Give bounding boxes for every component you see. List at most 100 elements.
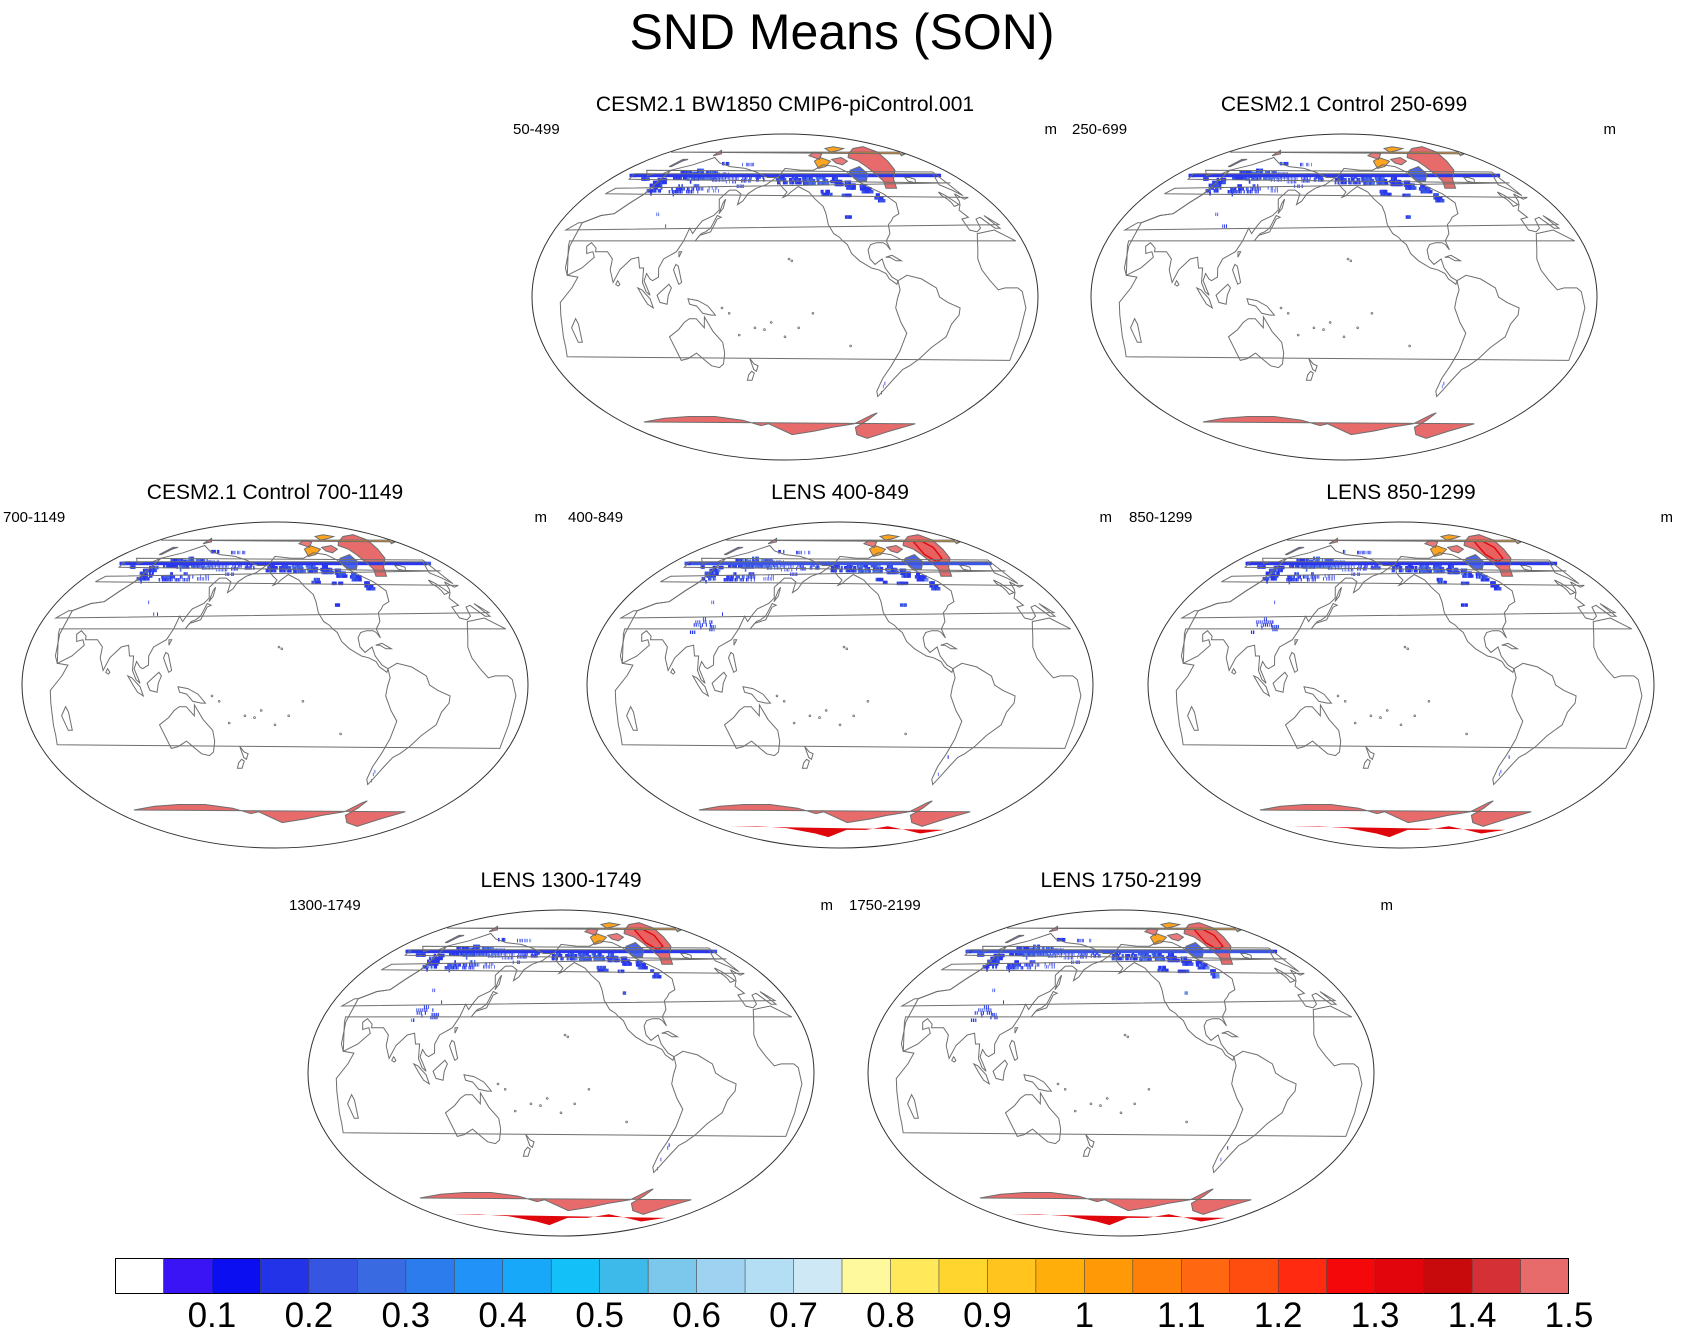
coastline-africa [895, 1005, 1363, 1137]
coastline-madagascar [61, 705, 73, 731]
coastlines [614, 534, 1082, 827]
globe-outline [586, 521, 1094, 849]
map-layer [614, 534, 1082, 848]
coastline-cuba [1501, 642, 1520, 650]
coastline-europe [53, 557, 492, 621]
coastline-sumatra [972, 1062, 991, 1086]
coastline-africa [614, 617, 1082, 749]
coastline-australia [1004, 1091, 1062, 1145]
coastline-south-america [1435, 274, 1520, 398]
coastline-north-america [1113, 940, 1236, 1062]
globe-outline [307, 909, 815, 1237]
colorbar-tick-label: 0.5 [575, 1296, 625, 1335]
coastlines [559, 146, 1027, 439]
coastline-sri-lanka [105, 667, 111, 675]
coastline-iceland [903, 177, 917, 184]
snow-cover [119, 549, 432, 783]
colorbar-tick-label: 0.3 [381, 1296, 431, 1335]
coastline-europe [563, 169, 1002, 233]
coastlines [1118, 146, 1586, 439]
colorbar-swatch [1520, 1258, 1569, 1294]
colorbar-tick-label: 1.4 [1447, 1296, 1497, 1335]
coastline-new-zealand-s [522, 1146, 531, 1157]
map-panel: CESM2.1 BW1850 CMIP6-piControl.001 50-49… [505, 92, 1065, 461]
colorbar-tick-label: 1.3 [1350, 1296, 1400, 1335]
colorbar-tick-label: 0.7 [769, 1296, 818, 1335]
coastline-sakhalin [1054, 974, 1063, 991]
coastline-north-america [267, 552, 390, 674]
colorbar: 0.1 0.2 0.3 0.4 0.5 0.6 0.7 0.8 0.9 1 1.1 1.2 1.3 1.4… [115, 1258, 1593, 1340]
colorbar-swatch [1326, 1258, 1376, 1294]
coastline-south-america [876, 274, 961, 398]
colorbar-swatch [793, 1258, 843, 1294]
greenland-ice-sheet [848, 146, 897, 189]
coastline-taiwan [733, 639, 738, 646]
colorbar-tick-label: 0.6 [672, 1296, 721, 1335]
colorbar-swatch [357, 1258, 407, 1294]
colorbar-swatch [599, 1258, 649, 1294]
colorbar-swatch [1132, 1258, 1182, 1294]
coastline-madagascar [626, 705, 638, 731]
coastline-borneo [656, 283, 672, 305]
antarctica-ice-core [1011, 1214, 1226, 1236]
greenland-ice-sheet [338, 534, 387, 577]
coastline-new-zealand-n [804, 746, 814, 761]
coastline-new-guinea [463, 1074, 493, 1092]
coastlines [1175, 534, 1643, 827]
coastline-sri-lanka [615, 279, 621, 287]
coastline-north-america [832, 552, 955, 674]
coastline-cuba [661, 1030, 680, 1038]
coastline-iceland [1462, 177, 1476, 184]
coastline-antarctica [643, 412, 916, 439]
colorbar-tick-label: 0.4 [478, 1296, 528, 1335]
colorbar-swatch [1229, 1258, 1279, 1294]
map-layer [1118, 146, 1586, 460]
colorbar-tick-label: 0.8 [866, 1296, 915, 1335]
coastline-europe [1122, 169, 1561, 233]
globe-outline [21, 521, 529, 849]
coastline-taiwan [1237, 251, 1242, 258]
coastline-africa [49, 617, 517, 749]
coastline-australia [444, 1091, 502, 1145]
coastline-new-zealand-n [525, 1134, 535, 1149]
panel-period-label: 850-1299 [1129, 509, 1193, 526]
coastline-sri-lanka [670, 667, 676, 675]
coastline-philippines [1288, 651, 1299, 674]
coastline-australia [158, 703, 216, 757]
coastline-antarctica [1259, 800, 1532, 827]
coastline-borneo [1215, 283, 1231, 305]
coastline-taiwan [1014, 1027, 1019, 1034]
world-map [1090, 133, 1598, 461]
map-layer [335, 922, 803, 1236]
coastline-new-zealand-s [1082, 1146, 1091, 1157]
colorbar-swatches [115, 1258, 1569, 1294]
coastline-new-zealand-s [1305, 370, 1314, 381]
coastline-new-guinea [742, 686, 772, 704]
globe-outline [1147, 521, 1655, 849]
coastline-africa [1118, 229, 1586, 361]
colorbar-swatch [163, 1258, 213, 1294]
coastline-north-america [1393, 552, 1516, 674]
panel-period-label: 700-1149 [3, 509, 66, 526]
coastline-new-guinea [1023, 1074, 1053, 1092]
greenland-ice-sheet [1407, 146, 1456, 189]
coastline-sumatra [1252, 674, 1271, 698]
coastline-uk [993, 579, 1015, 596]
coastline-uk [1274, 967, 1296, 984]
coastline-new-zealand-n [749, 358, 759, 373]
coastline-north-america [553, 940, 676, 1062]
coastline-sakhalin [773, 586, 782, 603]
colorbar-tick-label: 1.1 [1156, 1296, 1206, 1335]
coastline-uk [1497, 191, 1519, 208]
coastline-sumatra [412, 1062, 431, 1086]
panel-units-label: m [1044, 121, 1058, 138]
coastline-japan [749, 602, 778, 630]
coastline-south-america [931, 662, 1016, 786]
coastline-north-america [1336, 164, 1459, 286]
coastline-new-guinea [687, 298, 717, 316]
coastline-south-america [1212, 1050, 1297, 1174]
map-panel: CESM2.1 Control 250-699 250-699 m [1064, 92, 1624, 461]
colorbar-swatch [696, 1258, 746, 1294]
coastline-australia [1284, 703, 1342, 757]
coastline-borneo [432, 1059, 448, 1081]
